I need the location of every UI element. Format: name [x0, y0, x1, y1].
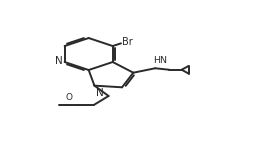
Text: N: N [96, 88, 104, 98]
Text: Br: Br [123, 37, 133, 47]
Text: O: O [65, 93, 72, 102]
Text: HN: HN [153, 56, 167, 65]
Text: N: N [55, 56, 62, 66]
